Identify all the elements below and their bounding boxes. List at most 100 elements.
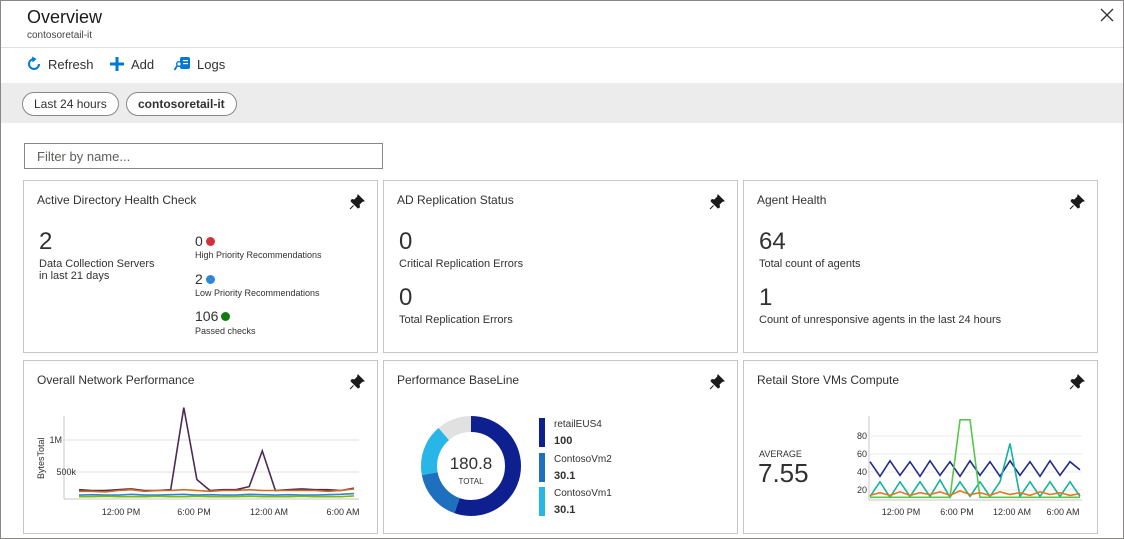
tile-network-performance[interactable]: Overall Network Performance BytesTotal 1… — [23, 360, 378, 534]
compute-series-line-3 — [869, 490, 1081, 497]
low-priority-count: 2 — [195, 271, 203, 287]
y-tick-label: 20 — [857, 485, 867, 495]
tile-title: Retail Store VMs Compute — [757, 373, 900, 387]
workspace-filter[interactable]: contosoretail-it — [126, 92, 237, 116]
y-tick-label: 60 — [857, 449, 867, 459]
compute-series-line-1 — [869, 443, 1081, 499]
critical-errors-label: Critical Replication Errors — [399, 258, 524, 270]
logs-label: Logs — [197, 56, 226, 72]
tile-title: Overall Network Performance — [37, 373, 195, 387]
tile-title: AD Replication Status — [397, 193, 514, 207]
passed-count: 106 — [195, 308, 219, 324]
time-range-filter[interactable]: Last 24 hours — [22, 92, 119, 116]
legend-value: 30.1 — [554, 504, 576, 516]
x-tick-label: 6:00 PM — [177, 507, 211, 517]
x-tick-label: 12:00 AM — [250, 507, 288, 517]
info-icon — [205, 274, 215, 284]
tile-ad-replication-status[interactable]: AD Replication Status 0 Critical Replica… — [383, 180, 738, 353]
tile-performance-baseline[interactable]: Performance BaseLine 180.8 TOTAL retailE… — [383, 360, 738, 534]
unresponsive-agents-label: Count of unresponsive agents in the last… — [759, 314, 1002, 326]
critical-errors-count: 0 — [399, 228, 413, 255]
low-priority-label: Low Priority Recommendations — [195, 288, 320, 298]
tile-title: Performance BaseLine — [397, 373, 520, 387]
network-series-line-1 — [79, 488, 355, 493]
plus-icon — [110, 57, 124, 71]
legend-value: 100 — [554, 435, 573, 447]
refresh-label: Refresh — [48, 56, 94, 72]
servers-count: 2 — [39, 228, 53, 255]
legend-name: ContosoVm1 — [554, 488, 612, 499]
tile-agent-health[interactable]: Agent Health 64 Total count of agents 1 … — [743, 180, 1098, 353]
passed-count-row: 106 — [195, 308, 231, 324]
filter-bar: Last 24 hours contosoretail-it — [1, 83, 1123, 123]
network-chart: BytesTotal 1M 500k 12:00 PM 6:00 PM 12:0… — [36, 407, 360, 517]
y-axis-label: BytesTotal — [36, 437, 46, 479]
donut-slices — [421, 416, 521, 516]
total-errors-label: Total Replication Errors — [399, 314, 513, 326]
tile-retail-store-vms-compute[interactable]: Retail Store VMs Compute AVERAGE 7.55 80… — [743, 360, 1098, 534]
unresponsive-agents-count: 1 — [759, 284, 773, 311]
page-title: Overview — [27, 7, 103, 27]
check-icon — [221, 311, 231, 321]
y-tick-label: 80 — [857, 431, 867, 441]
network-series-line-2 — [78, 492, 355, 496]
x-tick-label: 12:00 AM — [993, 507, 1031, 517]
x-tick-label: 12:00 PM — [102, 507, 141, 517]
refresh-icon — [28, 56, 40, 70]
error-icon — [205, 236, 215, 246]
pin-icon[interactable] — [1069, 374, 1085, 390]
y-tick-label: 1M — [49, 435, 62, 445]
legend-swatch — [539, 418, 545, 447]
network-series-group — [78, 407, 355, 498]
pin-icon[interactable] — [349, 194, 365, 210]
refresh-button[interactable]: Refresh — [26, 56, 94, 72]
servers-label: Data Collection Servers — [39, 258, 155, 270]
pin-icon[interactable] — [709, 194, 725, 210]
add-button[interactable]: Add — [109, 56, 154, 72]
x-tick-label: 6:00 PM — [940, 507, 974, 517]
total-agents-label: Total count of agents — [759, 258, 861, 270]
total-errors-count: 0 — [399, 284, 413, 311]
compute-chart: 80 60 40 20 12:00 PM 6:00 PM 12:00 AM 6:… — [857, 416, 1082, 517]
command-bar: Refresh Add Logs — [1, 47, 1123, 83]
pin-icon[interactable] — [1069, 194, 1085, 210]
low-priority-count-row: 2 — [195, 271, 215, 287]
tile-ad-health-check[interactable]: Active Directory Health Check 2 Data Col… — [23, 180, 378, 353]
y-tick-label: 40 — [857, 467, 867, 477]
donut-center-value: 180.8 — [450, 454, 493, 473]
close-icon[interactable] — [1099, 7, 1115, 23]
legend-name: retailEUS4 — [554, 419, 602, 430]
donut-slice-0 — [421, 416, 521, 516]
high-priority-count-row: 0 — [195, 233, 215, 249]
pin-icon[interactable] — [709, 374, 725, 390]
network-series-line-3 — [79, 495, 355, 498]
tile-title: Active Directory Health Check — [37, 193, 197, 207]
total-agents-count: 64 — [759, 228, 786, 255]
x-tick-label: 12:00 PM — [882, 507, 921, 517]
donut-slice-2 — [421, 416, 521, 516]
legend-swatch — [539, 487, 545, 516]
filter-by-name-input[interactable] — [24, 143, 383, 169]
x-tick-label: 6:00 AM — [1046, 507, 1079, 517]
passed-label: Passed checks — [195, 326, 256, 336]
tile-title: Agent Health — [757, 193, 827, 207]
average-value: 7.55 — [758, 458, 809, 488]
compute-series-group — [869, 418, 1081, 499]
high-priority-count: 0 — [195, 233, 203, 249]
x-tick-label: 6:00 AM — [326, 507, 359, 517]
legend-name: ContosoVm2 — [554, 454, 612, 465]
pin-icon[interactable] — [349, 374, 365, 390]
average-label: AVERAGE — [759, 449, 802, 459]
page-subtitle: contosoretail-it — [27, 30, 93, 41]
add-label: Add — [131, 56, 155, 72]
logs-icon — [174, 57, 190, 71]
network-series-line-0 — [78, 407, 355, 492]
donut-center-label: TOTAL — [458, 477, 484, 486]
legend-value: 30.1 — [554, 470, 576, 482]
high-priority-label: High Priority Recommendations — [195, 250, 322, 260]
blade-header: Overview contosoretail-it — [1, 1, 1123, 47]
legend-swatch — [539, 453, 545, 482]
logs-button[interactable]: Logs — [174, 56, 225, 72]
baseline-donut-chart: 180.8 TOTAL — [421, 416, 521, 516]
